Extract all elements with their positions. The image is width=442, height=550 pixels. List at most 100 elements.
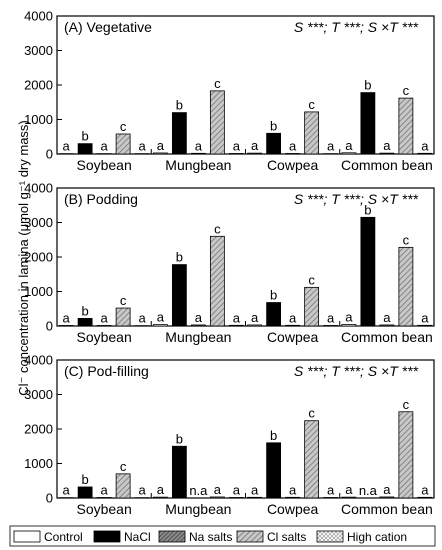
bar [77, 486, 93, 499]
bar-label: c [120, 459, 127, 474]
bar [266, 132, 282, 155]
legend-label: NaCl [124, 530, 151, 544]
bar-label: c [120, 293, 127, 308]
bar-label: a [63, 139, 71, 154]
bar-label: c [214, 221, 221, 236]
bar [323, 497, 339, 499]
category-label: Cowpea [267, 157, 319, 173]
bar [152, 496, 168, 499]
plot-frame [56, 187, 435, 327]
legend-swatch [158, 530, 186, 543]
bar-label: c [308, 406, 315, 421]
bar [152, 324, 168, 327]
y-axis-label: Cl⁻ concentration in lamina (μmol g⁻¹ dr… [16, 120, 31, 396]
bar [77, 143, 93, 155]
bar [398, 97, 414, 155]
bar-label: b [270, 288, 277, 303]
category-label: Mungbean [165, 501, 231, 517]
bar [398, 411, 414, 499]
category-label: Common bean [341, 329, 433, 345]
bar-label: a [63, 310, 71, 325]
panel-2: 0 1000 2000 3000 4000 (B) Podding S ***; T ***… [24, 181, 435, 345]
bar [266, 442, 282, 499]
bar [379, 496, 395, 499]
panel-title: (A) Vegetative [64, 19, 152, 35]
bar [247, 324, 263, 327]
bar-label: n.a [189, 483, 208, 498]
y-tick-label: 3000 [24, 215, 53, 230]
bar [341, 152, 357, 155]
legend-swatch [236, 530, 264, 543]
y-tick-label: 1000 [24, 284, 53, 299]
legend-label: Cl salts [267, 530, 306, 544]
bar-label: a [327, 139, 335, 154]
bar [398, 246, 414, 327]
panel-3: 0 1000 2000 3000 4000 (C) Pod-filling S ***; T… [24, 353, 435, 517]
bar [360, 92, 376, 155]
panel-stat-annotation: S ***; T ***; S ×T *** [294, 191, 419, 207]
bar [58, 325, 74, 327]
y-tick-label: 1000 [24, 456, 53, 471]
bar [228, 497, 244, 499]
panel-title: (C) Pod-filling [64, 363, 149, 379]
bar-label: b [364, 202, 371, 217]
panel-1: 0 1000 2000 3000 4000 (A) Vegetative S ***; T … [24, 9, 435, 173]
bar-label: b [82, 303, 89, 318]
bar-label: a [157, 138, 165, 153]
bar [304, 420, 320, 499]
plot-frame [56, 15, 435, 155]
bar [360, 216, 376, 327]
bar [304, 286, 320, 327]
category-label: Common bean [341, 501, 433, 517]
bar-label: a [233, 310, 241, 325]
bar-label: a [289, 138, 297, 153]
legend-swatch [13, 530, 41, 543]
bar-label: a [421, 482, 429, 497]
bar-label: a [251, 482, 259, 497]
bar-label: c [403, 83, 410, 98]
bar-label: c [120, 119, 127, 134]
bar [171, 112, 187, 155]
bar [171, 264, 187, 327]
y-tick-label: 4000 [24, 9, 53, 24]
bar-label: a [251, 310, 259, 325]
bar [304, 111, 320, 155]
y-tick-label: 1000 [24, 112, 53, 127]
legend-swatch [316, 530, 344, 543]
bar-label: a [233, 482, 241, 497]
bar [285, 496, 301, 499]
bar-label: c [308, 272, 315, 287]
legend-label: Control [44, 530, 83, 544]
bar [379, 324, 395, 327]
category-label: Cowpea [267, 329, 319, 345]
bar [115, 307, 131, 327]
bar-label: b [364, 78, 371, 93]
bar-label: b [176, 98, 183, 113]
bar-label: a [214, 482, 222, 497]
bar-label: a [383, 310, 391, 325]
y-tick-label: 4000 [24, 181, 53, 196]
chart-panels: 0 1000 2000 3000 4000 (A) Vegetative S ***; T … [24, 9, 435, 517]
bar-label: c [403, 397, 410, 412]
bar-label: a [345, 138, 353, 153]
bar [247, 152, 263, 155]
panel-title: (B) Podding [64, 191, 138, 207]
bar [115, 133, 131, 155]
bar [209, 235, 225, 327]
bar-label: a [421, 138, 429, 153]
bar-label: a [195, 310, 203, 325]
category-label: Soybean [76, 329, 131, 345]
bar-label: c [403, 232, 410, 247]
bar-label: a [101, 310, 109, 325]
bar-label: b [176, 250, 183, 265]
y-tick-label: 2000 [24, 250, 53, 265]
y-tick-label: 0 [46, 319, 53, 334]
bar-label: a [421, 310, 429, 325]
bar [171, 445, 187, 499]
bar-label: b [82, 129, 89, 144]
bar-label: a [157, 310, 165, 325]
y-tick-label: 0 [46, 147, 53, 162]
category-label: Soybean [76, 157, 131, 173]
bar [115, 473, 131, 499]
